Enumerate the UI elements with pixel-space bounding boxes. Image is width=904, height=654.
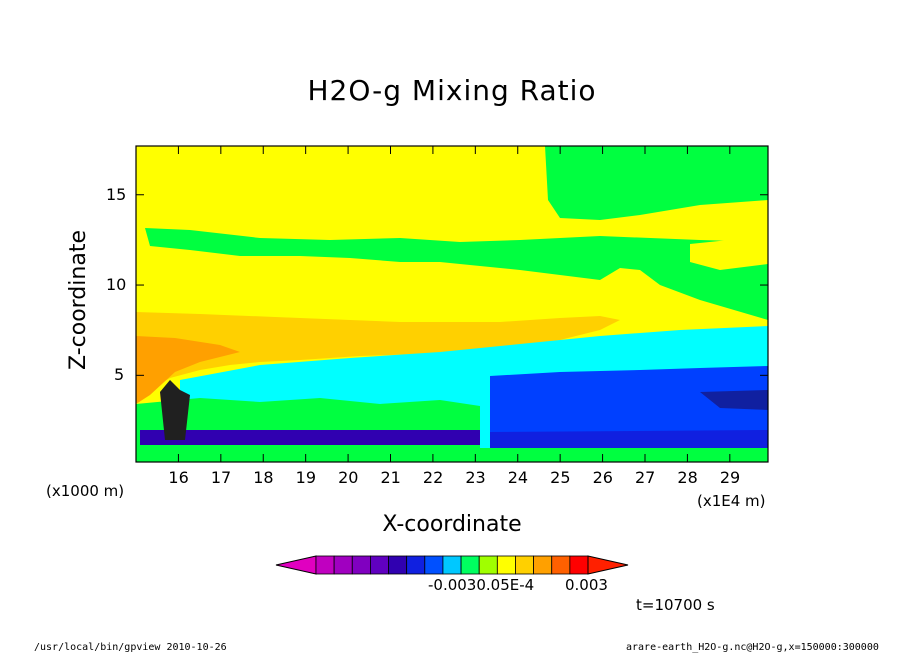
colorbar-swatch — [496, 555, 516, 575]
footer-right: arare-earth_H2O-g.nc@H2O-g,x=150000:3000… — [626, 642, 879, 653]
x-tick-label: 18 — [253, 468, 274, 487]
y-tick-label: 5 — [114, 365, 125, 385]
band-orange — [136, 336, 240, 404]
x-unit-left: (x1000 m) — [46, 482, 125, 500]
x-tick-label: 23 — [465, 468, 486, 487]
band-green-upper — [545, 146, 768, 220]
band-green-bottom — [136, 448, 768, 462]
x-axis-label: X-coordinate — [382, 512, 522, 537]
colorbar-swatch — [315, 555, 335, 575]
time-label: t=10700 s — [636, 596, 715, 614]
footer-left: /usr/local/bin/gpview 2010-10-26 — [34, 642, 227, 653]
x-ticks — [177, 146, 731, 462]
x-tick-label: 27 — [634, 468, 656, 487]
band-darkblue — [700, 390, 768, 410]
colorbar-swatch — [424, 555, 444, 575]
x-tick-label: 17 — [210, 468, 232, 487]
band-orange-yellow — [136, 312, 620, 395]
colorbar-swatch — [388, 555, 408, 575]
colorbar-swatch — [478, 555, 498, 575]
band-yellow-patch — [690, 236, 768, 270]
colorbar-label-mid: -0.0030.05E-4 — [428, 576, 535, 594]
colorbar-swatch — [551, 555, 571, 575]
y-ticks — [136, 194, 768, 376]
colorbar-swatch — [533, 555, 553, 575]
x-unit-right: (x1E4 m) — [697, 492, 766, 510]
x-tick-label: 20 — [338, 468, 359, 487]
y-axis-label: Z-coordinate — [66, 230, 91, 370]
x-tick-label: 28 — [677, 468, 698, 487]
x-tick-label: 24 — [507, 468, 529, 487]
colorbar-swatch — [406, 555, 426, 575]
y-tick-label: 15 — [106, 184, 127, 204]
x-tick-label: 22 — [422, 468, 444, 487]
colorbar-swatch — [460, 555, 480, 575]
x-tick-label: 25 — [550, 468, 571, 487]
chart-title: H2O-g Mixing Ratio — [307, 74, 597, 107]
x-tick-label: 19 — [295, 468, 317, 487]
colorbar-label-max: 0.003 — [565, 576, 608, 594]
colorbar-arrow-min — [275, 555, 317, 575]
colorbar-swatch — [333, 555, 353, 575]
x-tick-label: 21 — [380, 468, 401, 487]
x-tick-label: 16 — [168, 468, 189, 487]
x-tick-label: 26 — [592, 468, 613, 487]
contour-field — [136, 146, 768, 462]
colorbar-swatch — [351, 555, 371, 575]
y-tick-label: 10 — [106, 275, 127, 295]
colorbar-swatch — [515, 555, 535, 575]
band-blue-low — [490, 430, 768, 448]
band-purple-low — [140, 430, 480, 445]
x-tick-label: 29 — [719, 468, 741, 487]
colorbar-swatch — [369, 555, 389, 575]
colorbar-arrow-max — [587, 555, 629, 575]
dark-plume — [160, 380, 190, 440]
colorbar — [275, 555, 629, 575]
band-green-mid — [145, 228, 768, 320]
colorbar-swatch — [569, 555, 589, 575]
colorbar-swatch — [442, 555, 462, 575]
plot-frame — [135, 145, 769, 463]
